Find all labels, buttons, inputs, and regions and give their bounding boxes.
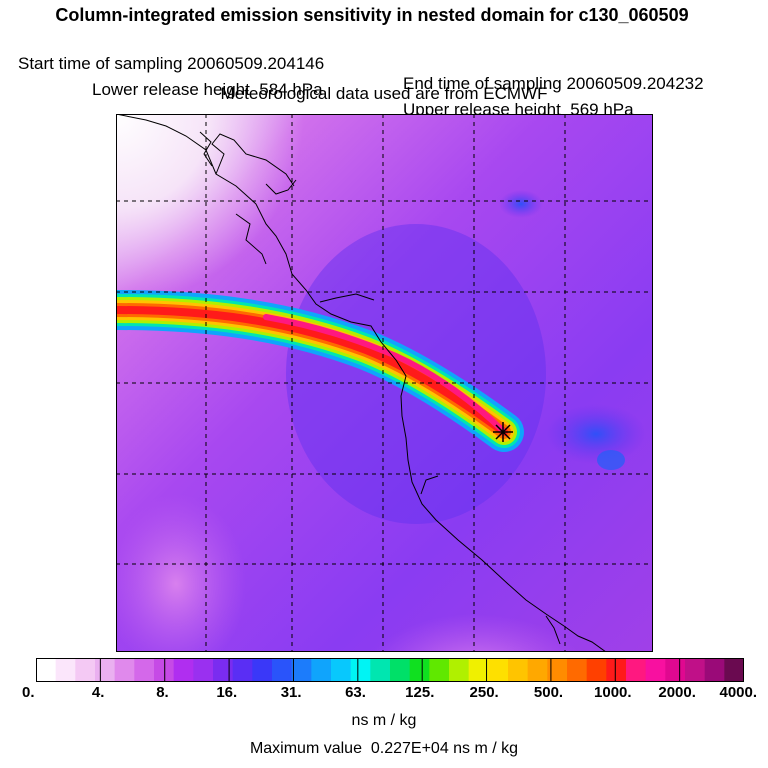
legend-tick-label: 500. [533,684,564,701]
legend-swatch [75,658,96,682]
plume [116,290,524,452]
lower-release-label: Lower release height 584 hPa [92,80,323,99]
legend-swatch [173,658,194,682]
color-legend [36,658,744,682]
legend-swatch [449,658,470,682]
legend-tick-label: 2000. [658,684,696,701]
sensitivity-map [116,114,653,652]
legend-tick-label: 125. [405,684,435,701]
release-star-marker [493,422,513,442]
legend-swatch [213,658,234,682]
plot-title: Column-integrated emission sensitivity i… [55,5,689,25]
max-value-label: Maximum value 0.227E+04 ns m / kg [249,740,519,757]
pink-region-sw [116,494,246,652]
legend-swatch [350,658,371,682]
legend-swatch [724,658,744,682]
legend-swatch [134,658,155,682]
legend-frame [36,658,744,682]
pink-region-s [373,614,579,652]
legend-tick-label: 31. [280,684,302,701]
legend-tick-label: 4. [91,684,105,701]
legend-tick-label: 4000. [719,684,758,701]
legend-swatch [645,658,666,682]
legend-swatch [291,658,312,682]
graticule [116,114,653,652]
legend-swatch [390,658,411,682]
legend-swatch [586,658,607,682]
legend-tick-label: 0. [22,684,35,701]
coastline [116,114,607,652]
end-time-label: End time of sampling 20060509.204232 [403,74,704,93]
legend-swatch [704,658,725,682]
legend-swatch [272,658,293,682]
legend-swatch [252,658,273,682]
legend-swatch [567,658,588,682]
legend-swatch [370,658,391,682]
sampling-time-line: Start time of sampling 20060509.204146 E… [0,34,768,94]
legend-swatch [468,658,489,682]
legend-swatch [665,658,686,682]
map-frame [116,114,653,652]
legend-swatch [547,658,568,682]
legend-tick-label: 63. [345,684,366,701]
legend-swatch [606,658,627,682]
legend-swatch [527,658,548,682]
met-data-label: Meteorological data used are from ECMWF [220,84,548,103]
blue-patch-north [499,190,543,218]
legend-swatch [331,658,352,682]
legend-swatch [154,658,175,682]
blue-spot-east [597,450,625,470]
legend-tick-label: 8. [156,684,169,701]
legend-unit-label: ns m / kg [351,712,417,729]
legend-swatch [114,658,135,682]
legend-swatch [36,658,57,682]
legend-tick-label: 16. [216,684,238,701]
start-time-label: Start time of sampling 20060509.204146 [18,54,325,73]
legend-tick-label: 250. [469,684,499,701]
legend-swatch [508,658,529,682]
legend-swatch [193,658,214,682]
legend-swatch [232,658,253,682]
legend-swatch [409,658,430,682]
legend-swatch [55,658,76,682]
legend-tick-label: 1000. [594,684,632,701]
legend-swatch [488,658,509,682]
blue-patch-east [546,404,646,464]
legend-swatch [429,658,450,682]
legend-swatch [626,658,647,682]
legend-swatch [685,658,706,682]
legend-swatch [95,658,116,682]
legend-swatch [311,658,332,682]
